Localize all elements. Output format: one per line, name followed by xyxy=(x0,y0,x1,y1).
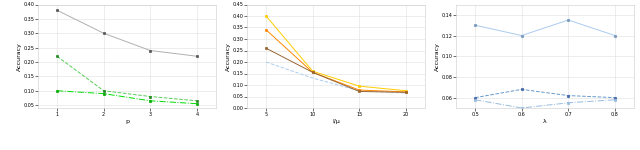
X-axis label: λ: λ xyxy=(543,118,547,124)
Y-axis label: Accuracy: Accuracy xyxy=(17,42,22,71)
Y-axis label: Accuracy: Accuracy xyxy=(435,42,440,71)
Y-axis label: Accuracy: Accuracy xyxy=(226,42,231,71)
X-axis label: p: p xyxy=(125,118,129,124)
X-axis label: l/μ: l/μ xyxy=(332,118,340,124)
